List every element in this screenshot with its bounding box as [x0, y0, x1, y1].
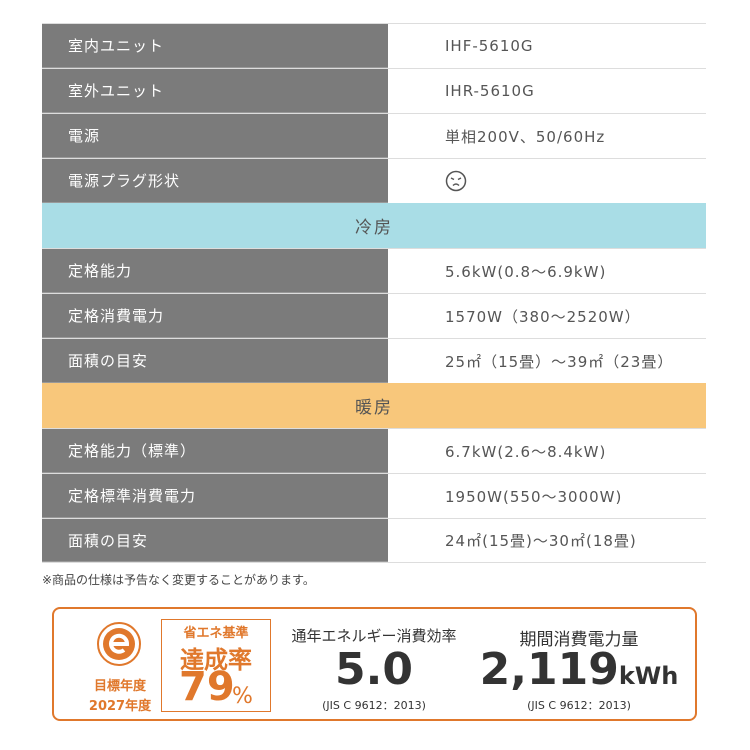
row-value: IHF-5610G: [445, 37, 534, 55]
row-label: 定格能力（標準）: [42, 429, 388, 473]
row-value: 単相200V、50/60Hz: [445, 127, 606, 146]
efficiency-note: (JIS C 9612：2013): [322, 699, 426, 712]
row-label: 定格標準消費電力: [42, 474, 388, 518]
rate-label: 達成率: [180, 646, 252, 674]
table-row: 室内ユニット IHF-5610G: [42, 23, 706, 68]
table-row: 面積の目安 25㎡（15畳）〜39㎡（23畳）: [42, 338, 706, 383]
row-value: 25㎡（15畳）〜39㎡（23畳）: [445, 352, 674, 371]
table-row: 定格能力（標準） 6.7kW(2.6〜8.4kW): [42, 428, 706, 473]
row-label: 定格消費電力: [42, 294, 388, 338]
table-row: 定格消費電力 1570W（380〜2520W）: [42, 293, 706, 338]
target-year: 2027年度: [88, 699, 152, 714]
rate-unit: %: [232, 684, 253, 709]
table-row: 定格能力 5.6kW(0.8〜6.9kW): [42, 248, 706, 293]
row-value: [388, 159, 706, 203]
section-header: 冷房: [42, 203, 706, 248]
row-value: IHR-5610G: [445, 82, 535, 100]
consumption: 2,119: [479, 644, 619, 695]
row-label: 電源プラグ形状: [42, 159, 388, 203]
row-label: 定格能力: [42, 249, 388, 293]
standard-label: 省エネ基準: [183, 626, 249, 641]
consumption-note: (JIS C 9612：2013): [527, 699, 631, 712]
row-value: 24㎡(15畳)〜30㎡(18畳): [445, 532, 637, 550]
row-value: 6.7kW(2.6〜8.4kW): [445, 442, 607, 461]
rate-box: [161, 619, 271, 712]
efficiency: 5.0: [335, 644, 413, 695]
rate: 79: [179, 664, 235, 710]
row-label: 室外ユニット: [42, 69, 388, 113]
row-label: 室内ユニット: [42, 24, 388, 68]
row-label: 面積の目安: [42, 339, 388, 383]
table-row: 電源 単相200V、50/60Hz: [42, 113, 706, 158]
consumption-unit: kWh: [618, 662, 679, 690]
energy-label: 目標年度 2027年度 省エネ基準 達成率 79 % 通年エネルギー消費効率 5…: [52, 607, 697, 721]
target-year-label: 目標年度: [93, 679, 146, 694]
row-label: 電源: [42, 114, 388, 158]
e-icon: [97, 622, 141, 666]
plug-icon: [445, 170, 467, 192]
efficiency-label: 通年エネルギー消費効率: [291, 627, 457, 645]
note: ※商品の仕様は予告なく変更することがあります。: [42, 573, 315, 587]
table-row: 面積の目安 24㎡(15畳)〜30㎡(18畳): [42, 518, 706, 563]
row-label: 面積の目安: [42, 519, 388, 562]
table-row: 室外ユニット IHR-5610G: [42, 68, 706, 113]
row-value: 1950W(550〜3000W): [445, 487, 623, 506]
section-header: 暖房: [42, 383, 706, 428]
row-value: 5.6kW(0.8〜6.9kW): [445, 262, 607, 281]
row-value: 1570W（380〜2520W）: [445, 307, 641, 326]
consumption-line: 2,119kWh: [474, 645, 684, 704]
spec-table: 室内ユニット IHF-5610G 室外ユニット IHR-5610G 電源 単相200V、5…: [42, 23, 706, 563]
consumption-label: 期間消費電力量: [519, 630, 639, 650]
table-row: 定格標準消費電力 1950W(550〜3000W): [42, 473, 706, 518]
table-row: 電源プラグ形状: [42, 158, 706, 203]
